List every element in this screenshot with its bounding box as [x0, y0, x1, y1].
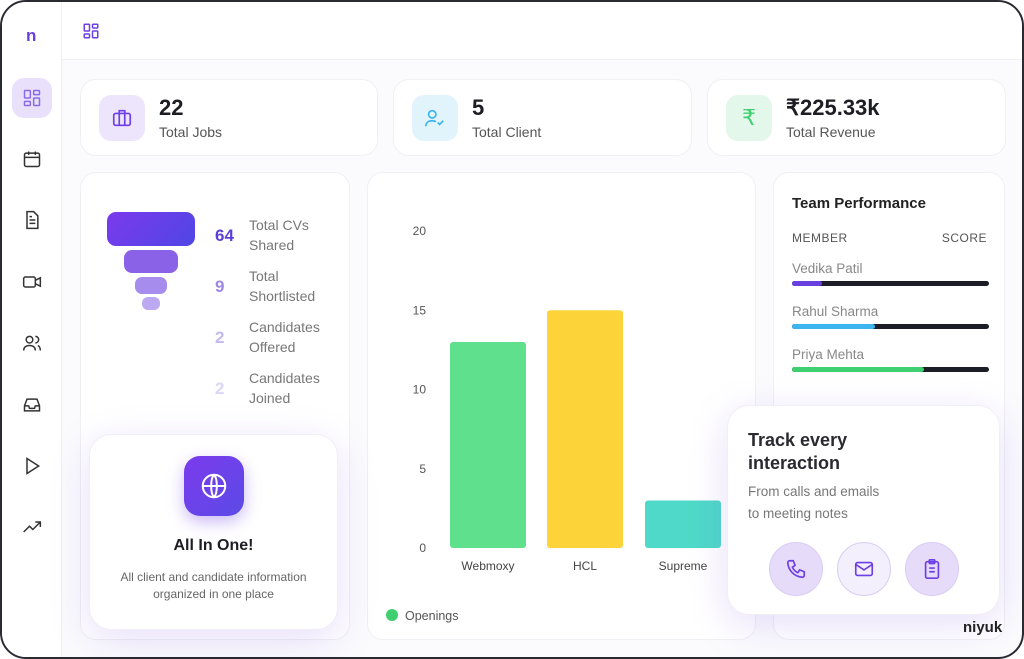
funnel-item: 2 Candidates Offered	[215, 317, 339, 357]
nav-analytics[interactable]	[12, 507, 52, 547]
nav-users[interactable]	[12, 323, 52, 363]
x-tick-label: Webmoxy	[461, 559, 514, 573]
member-name: Rahul Sharma	[792, 304, 879, 319]
bar-supreme	[645, 500, 721, 548]
member-name: Vedika Patil	[792, 261, 863, 276]
email-button[interactable]	[837, 542, 891, 596]
brand-watermark: niyuk	[963, 619, 1003, 636]
stat-card-revenue: ₹ ₹225.33k Total Revenue	[707, 79, 1006, 156]
openings-bar-chart: 0 5 10 15 20 Webmoxy HCL Supreme Openings	[386, 224, 721, 623]
funnel-label: Total Shortlisted	[249, 268, 316, 304]
score-bar-fill	[792, 324, 875, 329]
y-tick-label: 15	[413, 303, 427, 317]
mail-icon	[854, 561, 874, 577]
score-bar	[792, 367, 989, 372]
funnel-value: 9	[215, 277, 225, 296]
track-title: Track every interaction	[748, 430, 848, 473]
stat-card-jobs: 22 Total Jobs	[80, 79, 378, 156]
all-in-one-card: All In One! All client and candidate inf…	[89, 434, 338, 630]
member-name: Priya Mehta	[792, 347, 865, 362]
funnel-item: 2 Candidates Joined	[215, 368, 339, 408]
phone-icon	[786, 559, 806, 579]
dashboard-icon	[23, 89, 41, 107]
funnel-value: 2	[215, 328, 225, 347]
notes-button[interactable]	[905, 542, 959, 596]
stat-value: 22	[159, 95, 184, 120]
stat-card-clients: 5 Total Client	[393, 79, 692, 156]
calendar-icon	[23, 151, 41, 168]
funnel-value: 2	[215, 379, 225, 398]
openings-chart-card: 0 5 10 15 20 Webmoxy HCL Supreme Openings	[367, 172, 756, 640]
stat-value: ₹225.33k	[786, 95, 880, 120]
track-desc-line1: From calls and emails	[748, 484, 880, 499]
score-bar	[792, 281, 989, 286]
nav-inbox[interactable]	[12, 385, 52, 425]
header	[62, 2, 1022, 60]
logo: n	[26, 26, 37, 45]
funnel-label: Total CVs Shared	[249, 217, 309, 253]
track-desc-line2: to meeting notes	[748, 506, 848, 521]
score-bar-fill	[792, 281, 822, 286]
call-button[interactable]	[769, 542, 823, 596]
bar-hcl	[547, 310, 623, 548]
sidebar: n	[2, 2, 62, 657]
stat-label: Total Jobs	[159, 124, 223, 140]
dashboard-icon[interactable]	[82, 22, 100, 40]
funnel-item: 64 Total CVs Shared	[215, 215, 339, 255]
team-performance-title: Team Performance	[792, 195, 926, 212]
clipboard-icon	[924, 559, 940, 579]
video-icon	[22, 276, 42, 288]
rupee-icon: ₹	[726, 95, 772, 141]
users-icon	[22, 335, 42, 351]
nav-dashboard[interactable]	[12, 78, 52, 118]
funnel-item: 9 Total Shortlisted	[215, 266, 339, 306]
user-check-icon	[412, 95, 458, 141]
play-icon	[26, 457, 41, 475]
all-in-one-description: All client and candidate information org…	[120, 570, 307, 601]
globe-icon	[184, 456, 244, 516]
all-in-one-title: All In One!	[173, 537, 254, 554]
x-tick-label: HCL	[573, 559, 597, 573]
score-column-header: SCORE	[941, 231, 987, 245]
trending-up-icon	[23, 521, 42, 533]
funnel-label: Candidates Offered	[249, 319, 320, 355]
y-tick-label: 0	[419, 541, 426, 555]
stat-label: Total Client	[472, 124, 542, 140]
legend-swatch	[386, 609, 398, 621]
score-bar-fill	[792, 367, 924, 372]
y-tick-label: 20	[413, 224, 427, 238]
member-column-header: MEMBER	[792, 231, 848, 245]
score-bar	[792, 324, 989, 329]
team-member-row: Vedika Patil	[792, 261, 989, 286]
nav-calendar[interactable]	[12, 139, 52, 179]
y-tick-label: 5	[419, 462, 426, 476]
team-member-row: Rahul Sharma	[792, 304, 989, 329]
track-interaction-card: Track every interaction From calls and e…	[727, 405, 1000, 615]
team-member-row: Priya Mehta	[792, 347, 989, 372]
y-tick-label: 10	[413, 383, 427, 397]
funnel-label: Candidates Joined	[249, 370, 320, 406]
funnel-value: 64	[215, 226, 234, 245]
nav-play[interactable]	[12, 446, 52, 486]
stat-value: 5	[472, 95, 485, 120]
x-tick-label: Supreme	[659, 559, 708, 573]
briefcase-icon	[99, 95, 145, 141]
nav-documents[interactable]	[12, 200, 52, 240]
inbox-icon	[23, 398, 41, 412]
nav-video[interactable]	[12, 262, 52, 302]
bar-webmoxy	[450, 341, 526, 548]
document-icon	[26, 210, 39, 230]
legend-label: Openings	[405, 609, 459, 623]
stat-label: Total Revenue	[786, 124, 876, 140]
